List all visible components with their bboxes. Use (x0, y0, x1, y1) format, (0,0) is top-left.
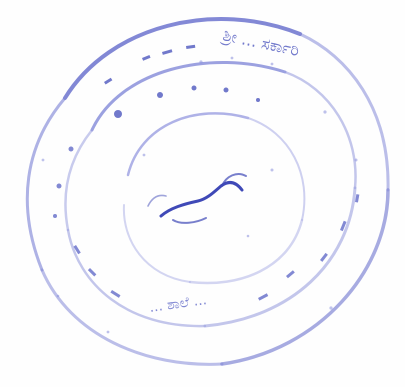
svg-text:... ಶಾಲೆ ...: ... ಶಾಲೆ ... (148, 292, 208, 316)
ring-text-bottom: ... ಶಾಲೆ ... (53, 146, 360, 316)
ink-specks (41, 56, 358, 334)
middle-ring (64, 61, 357, 328)
center-signature (147, 173, 247, 224)
inner-ring (122, 112, 306, 285)
outer-ring (25, 17, 390, 366)
